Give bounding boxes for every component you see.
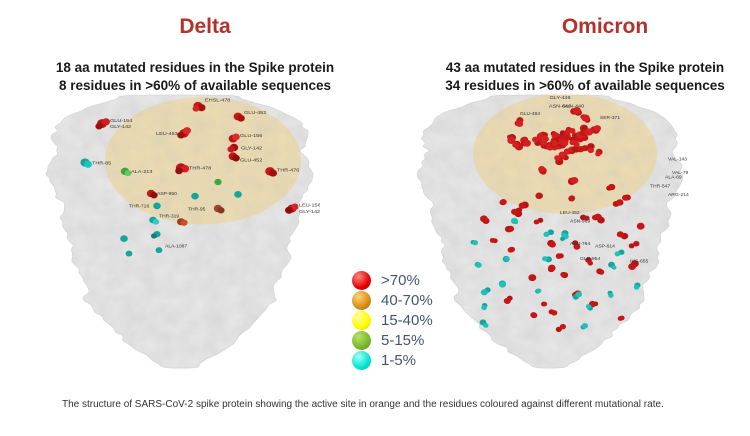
svg-text:GLU-452: GLU-452 (244, 110, 266, 116)
svg-text:GLY-142: GLY-142 (241, 146, 262, 152)
svg-text:HIS-655: HIS-655 (630, 259, 649, 264)
svg-text:ARG-214: ARG-214 (668, 192, 689, 197)
svg-text:THR-478: THR-478 (189, 166, 211, 172)
svg-text:GLY-446: GLY-446 (549, 95, 570, 101)
svg-text:VAL-143: VAL-143 (668, 157, 687, 162)
svg-text:ASN-440: ASN-440 (549, 104, 571, 110)
svg-text:ALA-1087: ALA-1087 (165, 244, 188, 249)
svg-text:THR-716: THR-716 (129, 204, 150, 209)
svg-text:ALA-213: ALA-213 (131, 169, 153, 175)
svg-text:THR-547: THR-547 (650, 184, 671, 189)
svg-text:THR-85: THR-85 (92, 161, 111, 167)
svg-text:ALA-69: ALA-69 (665, 175, 682, 180)
svg-text:ASN-969: ASN-969 (570, 219, 591, 224)
svg-text:GLU-452: GLU-452 (240, 158, 262, 164)
svg-text:LEU-156: LEU-156 (299, 203, 320, 209)
svg-text:GLN-954: GLN-954 (580, 256, 601, 261)
svg-text:ASP-614: ASP-614 (595, 244, 615, 249)
svg-text:THR-319: THR-319 (159, 214, 180, 219)
svg-text:THR-476: THR-476 (277, 168, 299, 174)
svg-text:GLU-156: GLU-156 (240, 133, 262, 139)
svg-text:LEU-452: LEU-452 (560, 210, 580, 215)
svg-text:GLY-142: GLY-142 (110, 124, 131, 130)
svg-text:ASP-950: ASP-950 (157, 191, 177, 196)
svg-text:GLU-154: GLU-154 (110, 118, 132, 124)
svg-text:EHSL-478: EHSL-478 (205, 98, 230, 104)
svg-text:SER-371: SER-371 (600, 115, 621, 120)
svg-text:GLY-142: GLY-142 (299, 209, 320, 215)
svg-text:GLU-484: GLU-484 (520, 111, 541, 116)
svg-text:THR-95: THR-95 (188, 207, 206, 212)
svg-text:LEU-453: LEU-453 (156, 131, 178, 137)
svg-text:ASN-764: ASN-764 (570, 241, 591, 246)
